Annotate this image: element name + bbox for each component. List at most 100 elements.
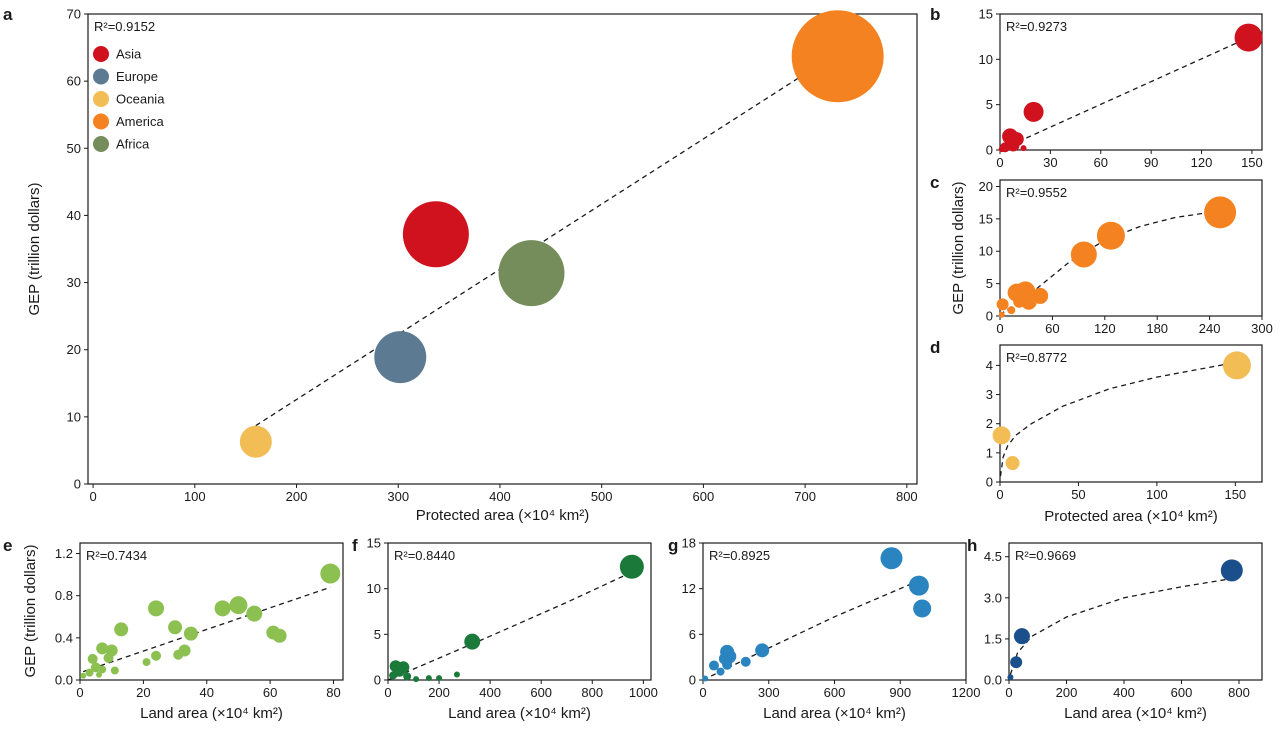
x-tick-label: 120 [1191, 155, 1213, 170]
legend-label: Asia [116, 47, 142, 62]
data-point [85, 668, 94, 677]
x-tick-label: 150 [1241, 155, 1263, 170]
y-tick-label: 60 [67, 74, 81, 89]
plot-frame [1008, 542, 1263, 681]
y-tick-label: 0 [374, 673, 381, 688]
x-tick-label: 0 [996, 155, 1003, 170]
y-tick-label: 0 [689, 673, 696, 688]
x-tick-label: 240 [1199, 321, 1221, 336]
data-point [498, 240, 565, 307]
x-tick-label: 40 [200, 685, 214, 700]
panel-e: 0 20 40 60 80 0.0 0.4 0.8 1.2 R²=0.7434 e Land area… [3, 536, 344, 722]
r-squared-label: R²=0.8925 [709, 548, 770, 563]
x-tick-label: 600 [530, 685, 552, 700]
data-point [996, 298, 1009, 311]
panel-label: a [3, 5, 13, 24]
x-tick-label: 400 [479, 685, 501, 700]
data-point [1010, 656, 1023, 669]
data-point [716, 667, 725, 676]
data-point [148, 600, 165, 617]
data-point [1220, 559, 1243, 582]
x-tick-label: 600 [824, 685, 846, 700]
x-axis-title: Protected area (×10⁴ km²) [416, 507, 590, 524]
plot-frame [87, 13, 918, 485]
data-point [403, 672, 412, 681]
x-tick-label: 90 [1144, 155, 1158, 170]
y-tick-label: 70 [67, 7, 81, 22]
data-point [320, 563, 341, 584]
panel-label: h [967, 536, 977, 555]
data-point [96, 642, 109, 655]
r-squared-label: R²=0.9152 [94, 19, 155, 34]
data-point [453, 671, 460, 678]
y-axis-title: GEP (trillion dollars) [22, 544, 39, 677]
fit-line [82, 586, 331, 673]
y-tick-label: 4 [986, 358, 993, 373]
y-tick-label: 0.4 [55, 630, 73, 645]
data-point [464, 633, 481, 650]
data-point [80, 672, 87, 679]
y-tick-label: 10 [979, 52, 993, 67]
y-tick-label: 6 [689, 627, 696, 642]
fit-line [1009, 577, 1232, 675]
legend-label: Europe [116, 69, 158, 84]
data-point [1204, 196, 1237, 229]
data-point [272, 628, 287, 643]
y-tick-label: 0 [74, 477, 81, 492]
x-axis-title: Land area (×10⁴ km²) [140, 705, 283, 722]
legend-label: America [116, 114, 164, 129]
legend-marker [93, 91, 109, 107]
x-tick-label: 400 [1113, 685, 1135, 700]
data-point [722, 659, 733, 670]
x-tick-label: 0 [384, 685, 391, 700]
x-tick-label: 0 [699, 685, 706, 700]
data-point [394, 666, 405, 677]
x-tick-label: 0 [76, 685, 83, 700]
x-tick-label: 60 [1045, 321, 1059, 336]
data-point [402, 201, 469, 268]
x-tick-label: 20 [136, 685, 150, 700]
x-tick-label: 50 [1071, 487, 1085, 502]
y-tick-label: 5 [986, 97, 993, 112]
r-squared-label: R²=0.9552 [1006, 185, 1067, 200]
data-point [87, 653, 98, 664]
data-point [214, 600, 231, 617]
r-squared-label: R²=0.9273 [1006, 19, 1067, 34]
y-tick-label: 40 [67, 208, 81, 223]
data-point [374, 331, 427, 384]
legend-marker [93, 136, 109, 152]
x-tick-label: 100 [1146, 487, 1168, 502]
data-point [1020, 145, 1027, 152]
y-tick-label: 0 [986, 475, 993, 490]
plot-frame [387, 542, 652, 681]
y-tick-label: 5 [374, 627, 381, 642]
y-tick-label: 1.2 [55, 546, 73, 561]
data-point [1007, 674, 1014, 681]
data-point [239, 425, 272, 458]
y-tick-label: 0 [986, 309, 993, 324]
plot-frame [999, 179, 1263, 317]
y-tick-label: 30 [67, 275, 81, 290]
y-tick-label: 10 [979, 244, 993, 259]
x-tick-label: 100 [184, 489, 206, 504]
y-tick-label: 20 [979, 179, 993, 194]
x-tick-label: 0 [996, 487, 1003, 502]
data-point [436, 675, 443, 682]
fit-line [999, 361, 1236, 477]
data-point [708, 660, 719, 671]
data-point [755, 643, 770, 658]
panel-d: 0 50 100 150 0 1 2 3 4 R²=0.8772 d Protected area (… [930, 338, 1263, 525]
data-point [103, 652, 114, 663]
data-point [389, 671, 398, 680]
y-tick-label: 0.0 [984, 673, 1002, 688]
x-tick-label: 1000 [629, 685, 658, 700]
x-tick-label: 200 [1056, 685, 1078, 700]
data-point [1234, 23, 1263, 52]
x-tick-label: 900 [889, 685, 911, 700]
data-point [425, 675, 432, 682]
x-tick-label: 800 [1228, 685, 1250, 700]
y-tick-label: 1 [986, 445, 993, 460]
y-tick-label: 4.5 [984, 549, 1002, 564]
y-tick-label: 1.5 [984, 631, 1002, 646]
fit-line [702, 580, 919, 681]
